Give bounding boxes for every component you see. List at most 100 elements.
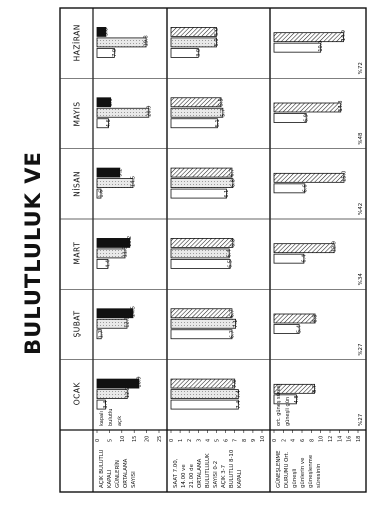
- data-label: 6.1: [224, 190, 230, 198]
- percent-label: %48: [358, 132, 364, 145]
- month-label: NİSAN: [73, 171, 82, 197]
- bar: [170, 118, 218, 129]
- data-label: 5.4: [297, 325, 303, 333]
- row-label-line: ORTALAMA: [123, 458, 129, 488]
- bar: [96, 107, 150, 118]
- tick-label: 8: [309, 439, 315, 442]
- series-annotation: açık: [117, 416, 123, 426]
- month-label: MAYIS: [73, 101, 82, 126]
- data-label: 14.9: [341, 30, 347, 41]
- bar: [96, 118, 109, 129]
- bar: [96, 188, 102, 199]
- data-label: 7.0: [232, 380, 238, 388]
- bar: [273, 394, 297, 405]
- percent-label: %42: [358, 203, 364, 215]
- tick-label: 8: [242, 439, 248, 442]
- tick-label: 0: [95, 439, 101, 442]
- bar: [273, 32, 344, 43]
- bar: [96, 318, 128, 329]
- data-label: 6.7: [229, 169, 235, 177]
- data-label: 5.0: [214, 28, 220, 36]
- row-label-line: süresinin: [316, 464, 322, 488]
- bar: [96, 167, 121, 178]
- bar: [170, 107, 224, 118]
- data-label: 6.8: [230, 179, 236, 187]
- row-label-line: SAYISI: [131, 471, 137, 488]
- bar: [170, 48, 199, 58]
- bar: [96, 48, 115, 58]
- series-annotation: güneşli gün: [285, 397, 291, 426]
- bar: [170, 37, 217, 48]
- bar: [96, 399, 106, 410]
- percent-label: %34: [358, 273, 364, 286]
- bar: [170, 27, 217, 37]
- data-label: 19.8: [144, 35, 150, 46]
- data-label: 12.9: [332, 241, 338, 252]
- tick-label: 9: [251, 439, 257, 442]
- bar: [96, 27, 107, 37]
- row-label-line: SAAT 7.00,: [173, 458, 179, 488]
- bar: [273, 313, 316, 324]
- tick-label: 3: [196, 439, 202, 442]
- bar: [96, 97, 112, 108]
- tick-label: 4: [205, 439, 211, 442]
- data-label: 13.2: [127, 236, 133, 247]
- tick-label: 1: [178, 439, 184, 442]
- tick-label: 20: [145, 436, 151, 442]
- tick-label: 10: [319, 436, 325, 442]
- row-label-line: AÇIK BULUTLU: [99, 449, 105, 488]
- data-label: 11.3: [123, 246, 129, 257]
- bar: [273, 113, 307, 123]
- data-label: 14.5: [130, 176, 136, 187]
- data-label: 6.4: [227, 249, 233, 257]
- bar: [96, 37, 147, 48]
- bar: [273, 324, 300, 334]
- data-label: 6.6: [302, 184, 308, 192]
- data-label: 6.7: [229, 309, 235, 317]
- tick-label: 6: [300, 439, 306, 442]
- tick-label: 5: [215, 439, 221, 442]
- data-label: 5.0: [214, 38, 220, 46]
- tick-label: 2: [187, 439, 193, 442]
- percent-label: %27: [358, 413, 364, 426]
- row-label-line: KAPALI: [237, 469, 243, 488]
- tick-label: 5: [107, 439, 113, 442]
- bar: [170, 318, 237, 329]
- bar: [273, 172, 345, 183]
- bar: [170, 238, 234, 248]
- data-label: 12.1: [125, 317, 131, 328]
- tick-label: 0: [272, 439, 278, 442]
- data-label: 7.4: [236, 390, 242, 398]
- bar: [273, 183, 306, 194]
- month-label: MART: [73, 242, 82, 265]
- bar: [96, 259, 109, 269]
- data-label: 7.1: [233, 320, 239, 328]
- data-label: 8.7: [312, 385, 318, 393]
- row-label-line: GÜNEŞLENME: [275, 450, 282, 488]
- row-label-line: KAPALI: [107, 469, 113, 488]
- row-label-line: 14.00 ve: [181, 464, 187, 488]
- month-label: OCAK: [73, 381, 82, 405]
- data-label: 6.7: [229, 330, 235, 338]
- data-label: 16.9: [136, 376, 142, 387]
- data-label: 1.6: [98, 190, 104, 198]
- row-label-line: ORTALAMA: [197, 458, 203, 488]
- tick-label: 10: [120, 436, 126, 442]
- data-label: 5.1: [215, 119, 221, 127]
- data-label: 15.0: [342, 171, 348, 182]
- row-label-line: güneşlenme: [308, 454, 314, 488]
- data-label: 3.4: [103, 401, 109, 409]
- percent-label: %27: [358, 343, 364, 356]
- bar: [96, 329, 102, 340]
- percent-label: %72: [358, 62, 364, 74]
- tick-label: 12: [328, 436, 334, 442]
- data-label: 8.8: [313, 315, 319, 323]
- bar: [96, 248, 126, 259]
- row-label-line: DURUMU Ort.: [284, 451, 290, 488]
- tick-label: 2: [281, 439, 287, 442]
- tick-label: 0: [169, 439, 175, 442]
- tick-label: 6: [224, 439, 230, 442]
- data-label: 14.3: [338, 100, 344, 111]
- tick-label: 7: [233, 439, 239, 442]
- month-label: ŞUBAT: [73, 310, 82, 337]
